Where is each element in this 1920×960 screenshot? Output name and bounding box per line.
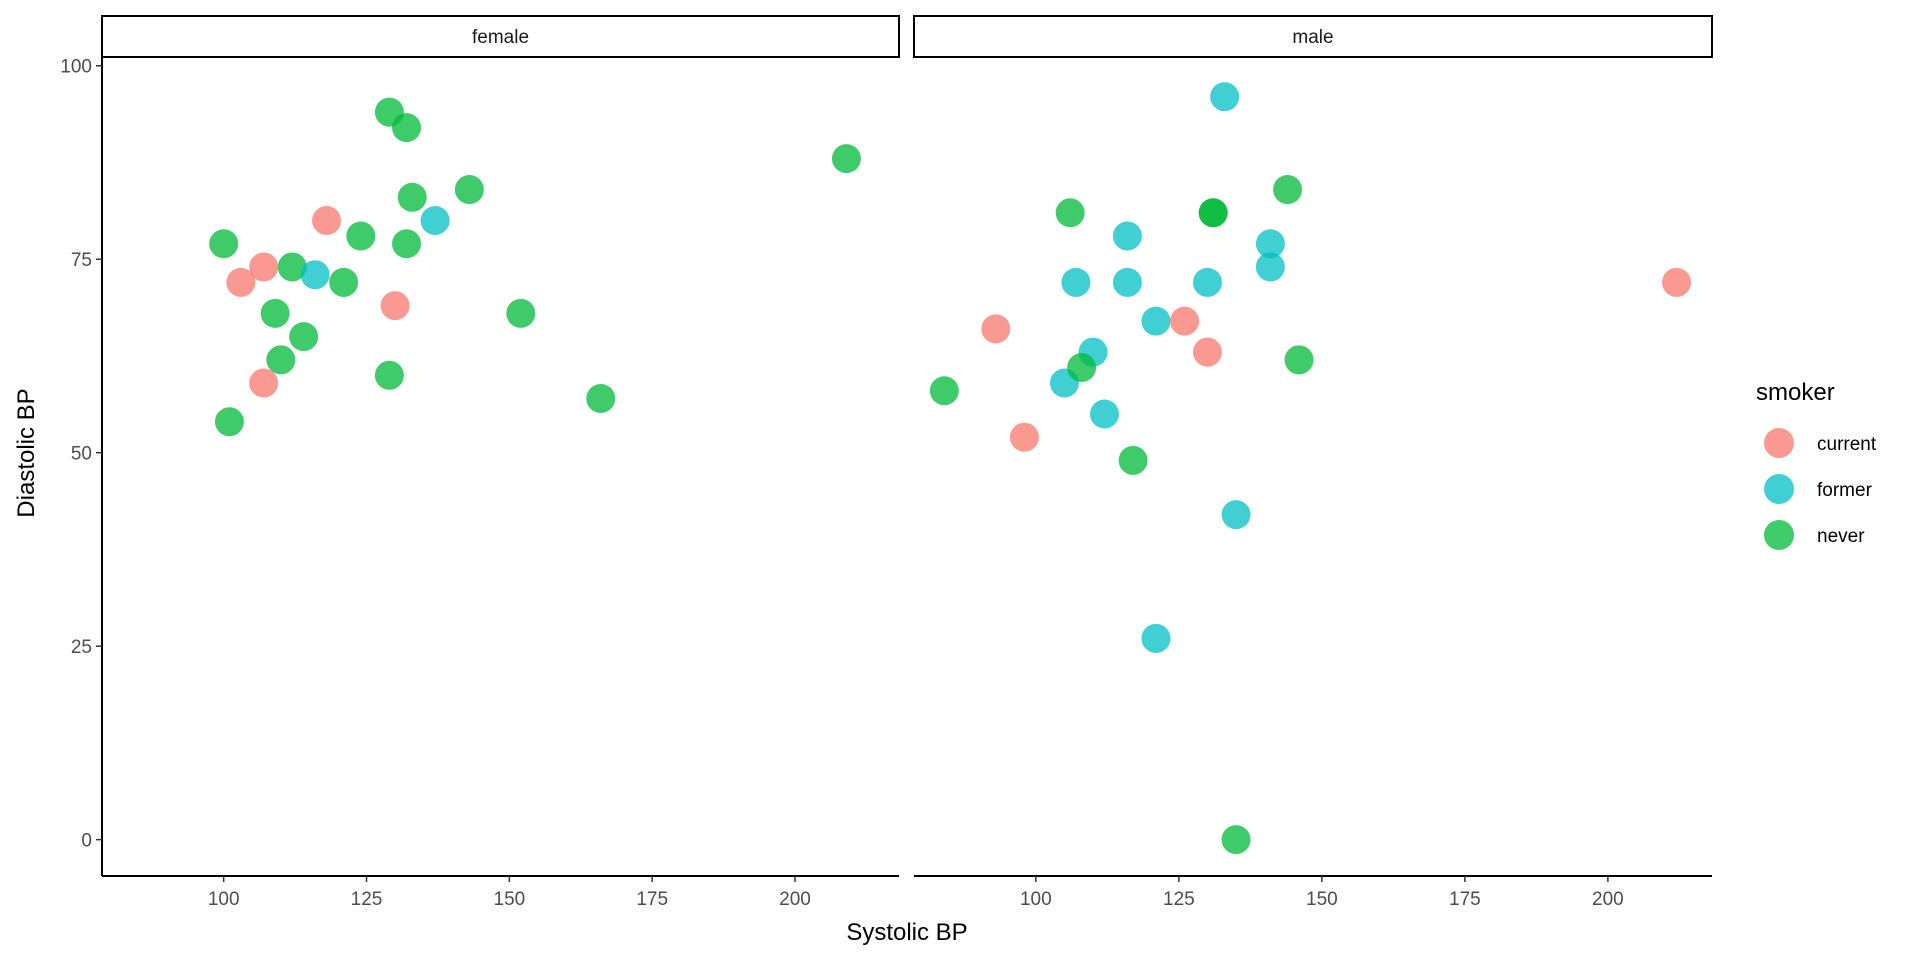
- data-point-never: [329, 267, 359, 297]
- data-point-never: [392, 229, 422, 259]
- legend-label: former: [1817, 480, 1873, 501]
- y-tick-label: 50: [71, 444, 92, 465]
- data-point-never: [1221, 825, 1251, 855]
- data-point-never: [586, 384, 616, 414]
- y-tick-label: 25: [71, 637, 92, 658]
- data-point-never: [346, 221, 376, 251]
- data-point-never: [214, 407, 244, 437]
- data-point-former: [1210, 82, 1240, 112]
- data-point-former: [300, 260, 330, 290]
- data-point-current: [981, 314, 1011, 344]
- data-point-current: [380, 291, 410, 321]
- facet-strip: [101, 15, 900, 58]
- facet-panel-male: male 100 125 150 175 200: [913, 15, 1713, 910]
- data-point-never: [1273, 175, 1303, 205]
- data-point-never: [1055, 198, 1085, 228]
- data-point-never: [1067, 353, 1097, 383]
- data-point-never: [1118, 445, 1148, 475]
- data-point-never: [266, 345, 296, 375]
- data-point-current: [1192, 337, 1222, 367]
- data-point-never: [831, 144, 861, 174]
- facet-panel-female: female 0 25 50 75 100 100 125 150 175 200: [60, 15, 900, 910]
- data-point-former: [1112, 221, 1142, 251]
- data-point-former: [1141, 623, 1171, 653]
- legend-label: never: [1817, 526, 1865, 547]
- x-tick-label: 150: [494, 889, 526, 910]
- x-tick-label: 200: [1592, 889, 1624, 910]
- x-tick-label: 125: [1163, 889, 1195, 910]
- data-point-current: [226, 267, 256, 297]
- data-point-current: [312, 206, 342, 236]
- data-point-former: [1112, 267, 1142, 297]
- data-point-never: [1284, 345, 1314, 375]
- x-tick-label: 100: [208, 889, 240, 910]
- data-point-former: [1141, 306, 1171, 336]
- legend-label: current: [1817, 434, 1877, 455]
- data-point-never: [397, 182, 427, 212]
- data-point-never: [209, 229, 239, 259]
- data-point-never: [289, 322, 319, 352]
- x-tick-label: 125: [351, 889, 383, 910]
- y-axis-title: Diastolic BP: [13, 388, 40, 517]
- data-point-former: [1255, 252, 1285, 282]
- y-tick-label: 100: [60, 57, 92, 78]
- data-point-former: [1221, 500, 1251, 530]
- x-tick-label: 200: [779, 889, 811, 910]
- x-tick-label: 175: [1449, 889, 1481, 910]
- data-point-never: [392, 113, 422, 143]
- data-point-former: [1255, 229, 1285, 259]
- legend-key-current: [1764, 428, 1794, 458]
- x-axis-title: Systolic BP: [846, 919, 967, 946]
- data-point-former: [1061, 267, 1091, 297]
- data-point-current: [1662, 267, 1692, 297]
- data-point-never: [454, 175, 484, 205]
- x-tick-label: 175: [636, 889, 668, 910]
- data-point-current: [249, 252, 279, 282]
- facet-strip-label: male: [1292, 27, 1333, 48]
- legend-title: smoker: [1756, 379, 1835, 406]
- data-point-never: [260, 298, 290, 328]
- y-tick-label: 0: [81, 831, 92, 852]
- data-point-never: [277, 252, 307, 282]
- legend-key-never: [1764, 520, 1794, 550]
- facet-strip: [913, 15, 1713, 58]
- legend: current former never: [1764, 428, 1877, 550]
- data-point-never: [929, 376, 959, 406]
- facet-strip-label: female: [472, 27, 529, 48]
- x-tick-label: 150: [1306, 889, 1338, 910]
- data-point-current: [1009, 422, 1039, 452]
- data-point-never: [1198, 198, 1228, 228]
- data-point-former: [1089, 399, 1119, 429]
- x-tick-label: 100: [1020, 889, 1052, 910]
- data-point-current: [249, 368, 279, 398]
- data-point-former: [420, 206, 450, 236]
- legend-key-former: [1764, 474, 1794, 504]
- data-point-former: [1192, 267, 1222, 297]
- data-point-never: [506, 298, 536, 328]
- y-tick-label: 75: [71, 250, 92, 271]
- data-point-current: [1170, 306, 1200, 336]
- data-point-never: [374, 360, 404, 390]
